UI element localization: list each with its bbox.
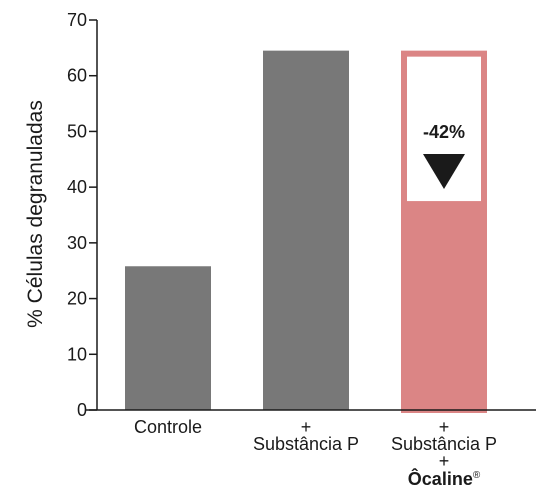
y-tick-label: 10 xyxy=(67,344,87,364)
y-tick-label: 0 xyxy=(77,400,87,420)
x-tick-label-1-line-1: Substância P xyxy=(253,434,359,454)
y-tick-label: 70 xyxy=(67,10,87,30)
y-tick-label: 40 xyxy=(67,177,87,197)
x-tick-label-0-line-0: Controle xyxy=(134,417,202,437)
y-axis-label: % Células degranuladas xyxy=(24,100,47,328)
x-tick-label-2-line-2: + xyxy=(439,451,450,471)
bar-1 xyxy=(263,50,349,411)
registered-mark: ® xyxy=(473,470,481,481)
x-tick-label-brand: Ôcaline® xyxy=(408,468,481,489)
x-tick-label-2-line-0: + xyxy=(439,417,450,437)
x-tick-label-2-line-1: Substância P xyxy=(391,434,497,454)
bar-0 xyxy=(125,266,211,410)
bar-2 xyxy=(401,201,487,410)
bars-group xyxy=(125,50,487,414)
down-arrow-icon xyxy=(423,154,465,189)
reduction-label: -42% xyxy=(423,122,465,142)
y-tick-label: 60 xyxy=(67,66,87,86)
annotation-group: -42% xyxy=(423,122,465,189)
y-tick-label: 20 xyxy=(67,289,87,309)
y-tick-label: 30 xyxy=(67,233,87,253)
y-tick-label: 50 xyxy=(67,121,87,141)
x-tick-label-1-line-0: + xyxy=(301,417,312,437)
